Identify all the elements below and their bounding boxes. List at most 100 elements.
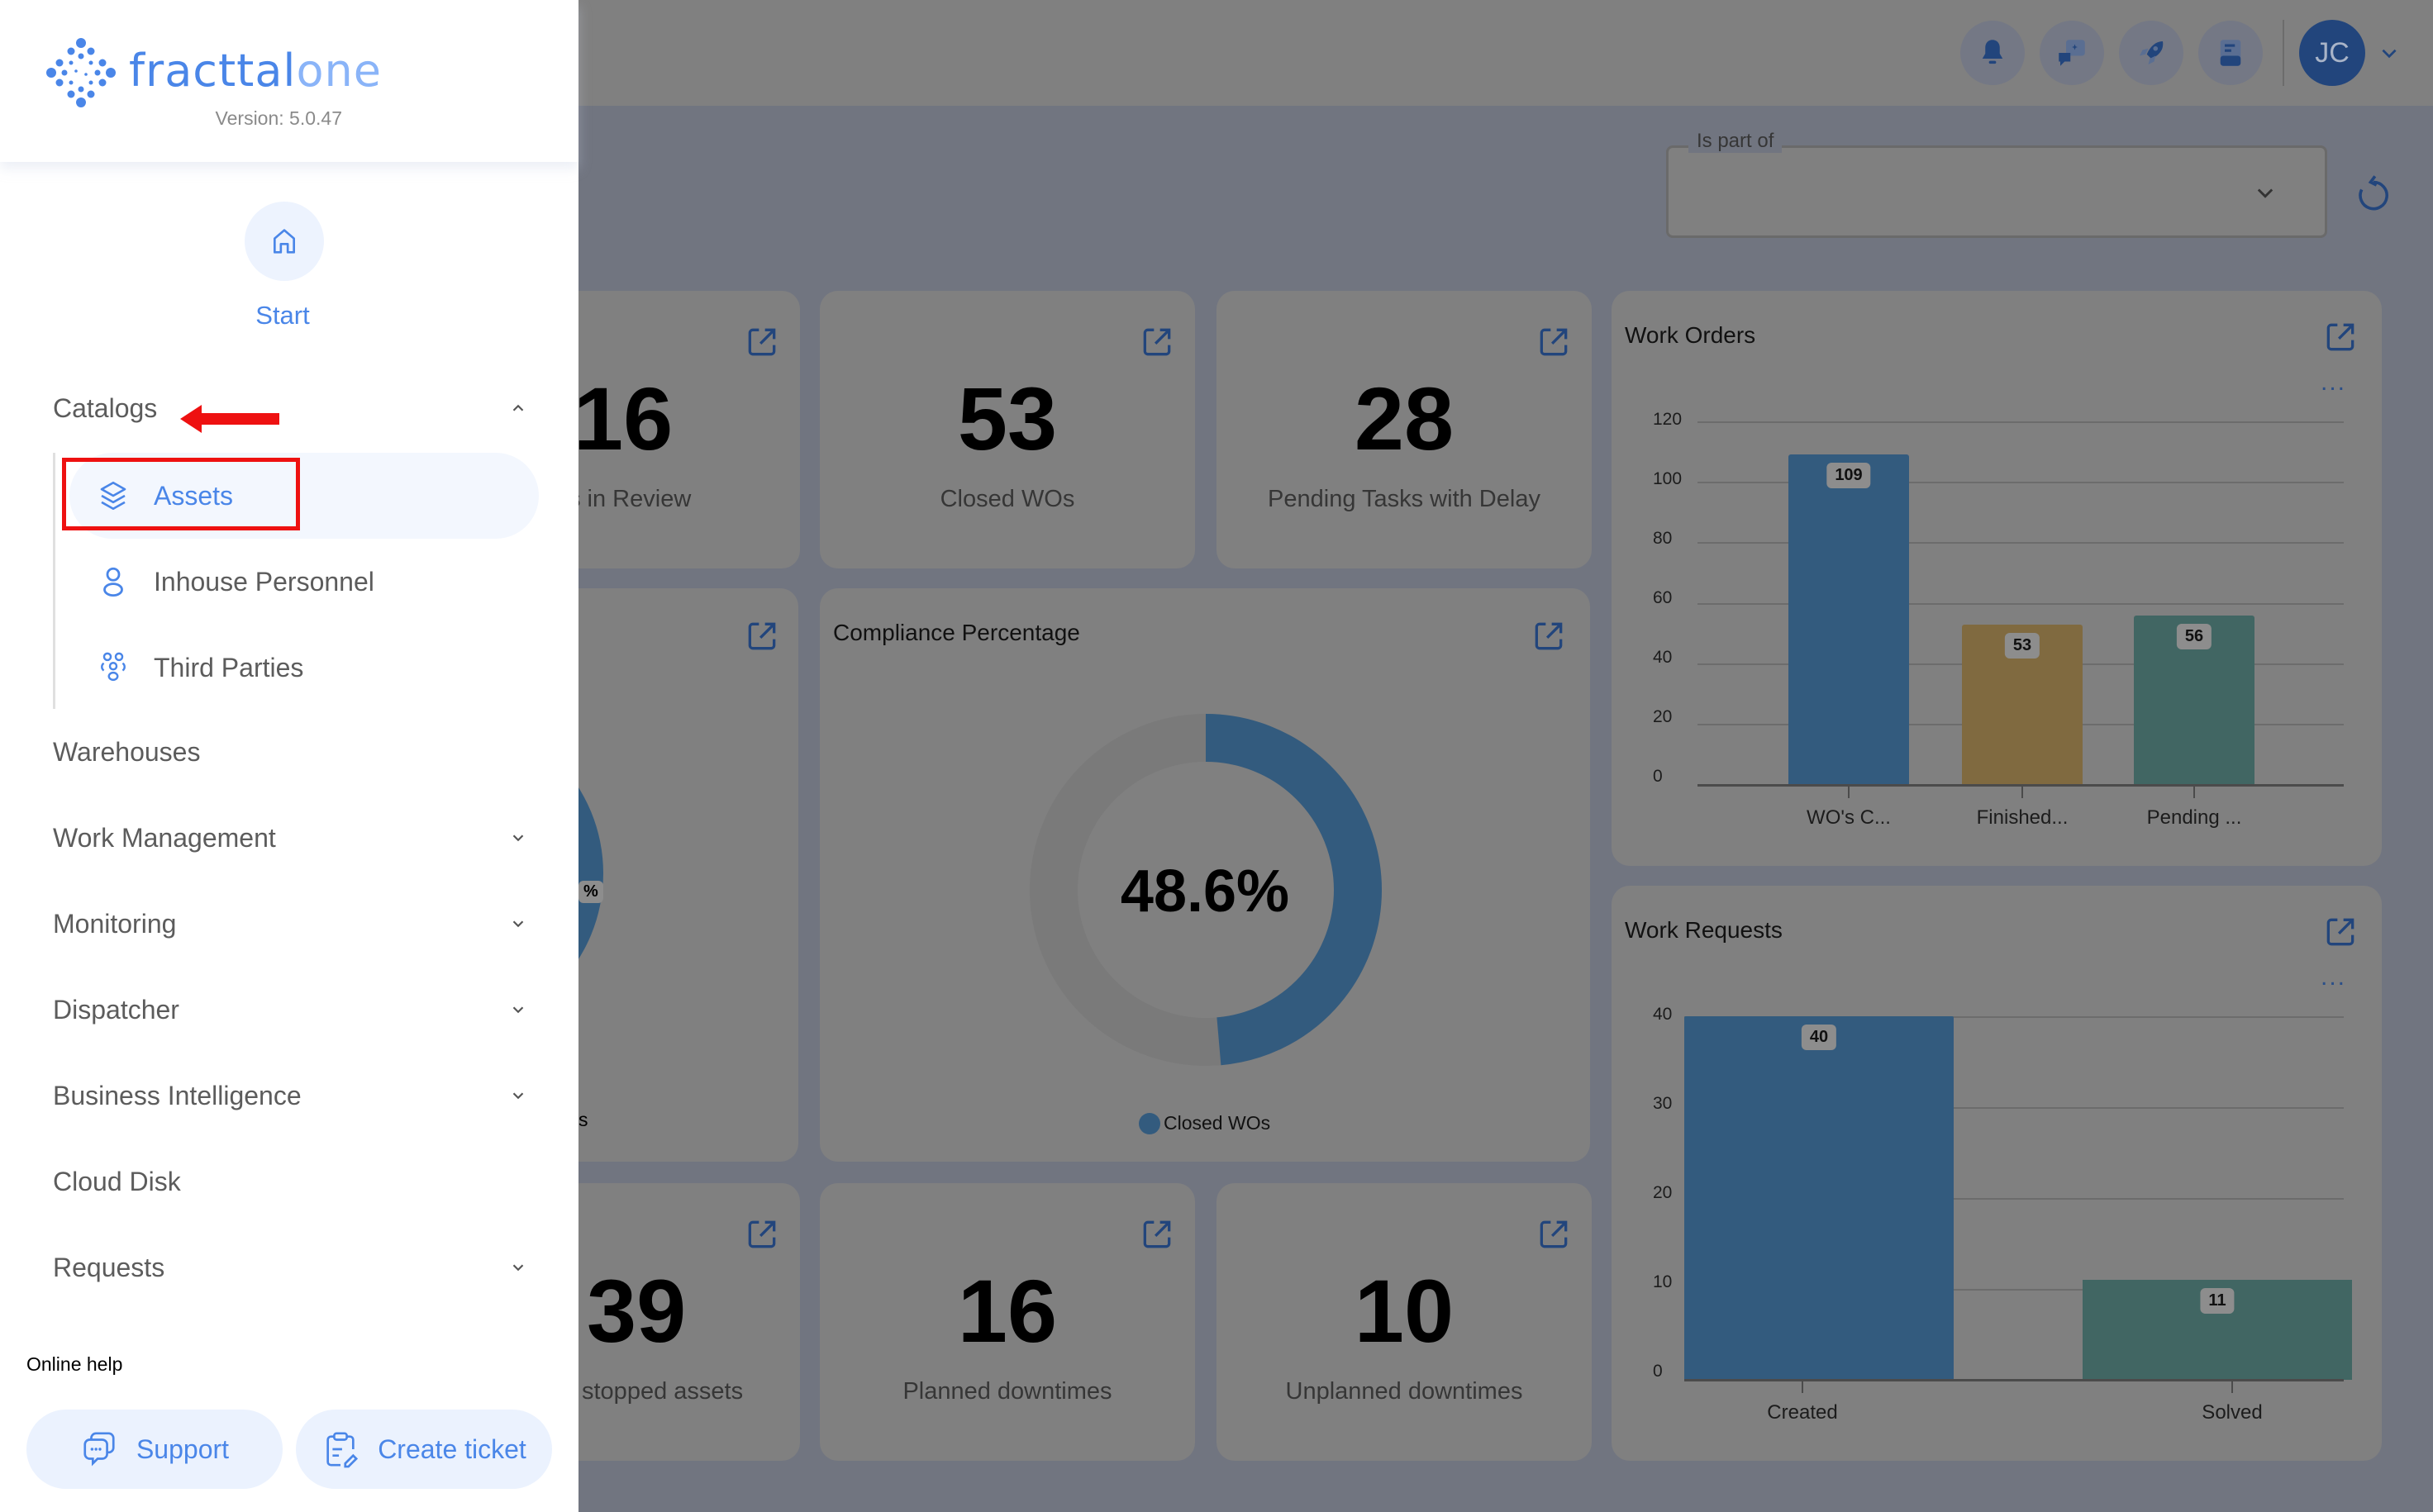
kpi-card-closed-wos[interactable]: 53 Closed WOs [820, 291, 1195, 568]
bell-icon [1982, 40, 2003, 64]
nav-inhouse-personnel[interactable]: Inhouse Personnel [69, 539, 539, 625]
kpi-label: Unplanned downtimes [1285, 1378, 1523, 1405]
refresh-icon[interactable] [2355, 172, 2392, 213]
chevron-down-icon [2257, 188, 2273, 198]
ai-chat-icon [2059, 40, 2085, 66]
bar-value-label: 53 [2004, 633, 2040, 659]
y-tick: 60 [1653, 588, 1673, 607]
support-button[interactable]: Support [26, 1410, 283, 1489]
external-link-icon[interactable] [1536, 1216, 1572, 1253]
work-orders-card[interactable]: Work Orders ... 120 100 80 60 40 20 0 10… [1612, 291, 2382, 866]
create-ticket-button[interactable]: Create ticket [296, 1410, 552, 1489]
nav-catalogs[interactable]: Catalogs [53, 383, 532, 433]
start-button[interactable] [245, 202, 324, 281]
nav-business-intelligence[interactable]: Business Intelligence [53, 1071, 532, 1120]
nav-cloud-disk[interactable]: Cloud Disk [53, 1157, 532, 1206]
external-link-icon[interactable] [1531, 618, 1567, 654]
external-link-icon[interactable] [2322, 914, 2359, 950]
chart-menu-icon[interactable]: ... [2321, 368, 2347, 396]
work-requests-card[interactable]: Work Requests ... 40 30 20 10 0 40 11 Cr… [1612, 886, 2382, 1461]
external-link-icon[interactable] [1139, 324, 1175, 360]
bar-solved[interactable]: 11 [2083, 1280, 2352, 1380]
nav-dispatcher[interactable]: Dispatcher [53, 985, 532, 1034]
external-link-icon[interactable] [1536, 324, 1572, 360]
user-avatar[interactable]: JC [2299, 20, 2365, 86]
external-link-icon[interactable] [1139, 1216, 1175, 1253]
kpi-label: stopped assets [582, 1378, 744, 1405]
navigation-drawer: fracttalone Version: 5.0.47 Start Catalo… [0, 0, 578, 1512]
kpi-card-unplanned-downtimes[interactable]: 10 Unplanned downtimes [1216, 1183, 1592, 1461]
work-orders-bar-chart: 109 53 56 WO's C... Finished... Pending … [1697, 421, 2344, 829]
kpi-card-planned-downtimes[interactable]: 16 Planned downtimes [820, 1183, 1195, 1461]
external-link-icon[interactable] [744, 1216, 780, 1253]
kpi-label: Pending Tasks with Delay [1268, 486, 1540, 512]
nav-requests[interactable]: Requests [53, 1243, 532, 1292]
partial-pie-card[interactable]: % s [413, 588, 798, 1162]
red-arrow-annotation-icon [180, 405, 279, 433]
bar-pending[interactable]: 56 [2134, 616, 2254, 785]
compliance-card[interactable]: Compliance Percentage 48.6% Closed WOs [820, 588, 1590, 1162]
is-part-of-select[interactable]: Is part of [1666, 130, 2327, 238]
kpi-value: 28 [1354, 368, 1455, 468]
bar-finished[interactable]: 53 [1962, 625, 2083, 785]
bar-value-label: 11 [2200, 1288, 2235, 1314]
chart-legend: Closed WOs [1139, 1112, 1270, 1134]
chevron-down-icon[interactable] [2378, 42, 2400, 64]
nav-label: Third Parties [154, 652, 304, 682]
kpi-card-stopped-assets[interactable]: 39 stopped assets [545, 1183, 800, 1461]
external-link-icon[interactable] [2322, 319, 2359, 355]
nav-label: Monitoring [53, 908, 177, 939]
filter-label: Is part of [1688, 130, 1783, 153]
online-help-label: Online help [26, 1353, 123, 1375]
nav-assets[interactable]: Assets [69, 453, 539, 539]
create-ticket-label: Create ticket [378, 1434, 526, 1464]
avatar-initials: JC [2315, 36, 2350, 69]
bar-wos-created[interactable]: 109 [1788, 454, 1909, 785]
y-tick: 40 [1653, 1005, 1673, 1024]
donut-center-value: 48.6% [1120, 858, 1290, 925]
nav-label: Inhouse Personnel [154, 566, 374, 597]
y-tick: 40 [1653, 648, 1673, 667]
ai-chat-button[interactable] [2040, 21, 2104, 85]
fracttal-logo-icon [46, 38, 116, 107]
nav-warehouses[interactable]: Warehouses [53, 727, 532, 777]
kpi-value: 16 [574, 368, 674, 468]
brand-header: fracttalone Version: 5.0.47 [0, 0, 578, 162]
top-icon-group: JC [1960, 20, 2433, 86]
legend-swatch [1139, 1112, 1160, 1134]
rocket-icon [2140, 41, 2164, 64]
y-tick: 120 [1653, 410, 1683, 429]
legend-label: Closed WOs [1164, 1112, 1271, 1134]
rocket-button[interactable] [2119, 21, 2183, 85]
nav-label: Warehouses [53, 736, 201, 767]
group-icon [101, 652, 126, 682]
red-highlight-annotation [62, 458, 300, 530]
start-label[interactable]: Start [255, 301, 310, 330]
pie-legend-fragment: s [578, 1109, 588, 1130]
nav-label: Assets [154, 480, 234, 511]
bar-created[interactable]: 40 [1684, 1016, 1954, 1380]
notifications-button[interactable] [1960, 21, 2025, 85]
chevron-up-icon [512, 404, 524, 411]
nav-label: Work Management [53, 822, 276, 853]
kpi-value: 53 [957, 368, 1058, 468]
nav-third-parties[interactable]: Third Parties [69, 625, 539, 711]
nav-monitoring[interactable]: Monitoring [53, 899, 532, 949]
kpi-value: 39 [587, 1261, 687, 1361]
external-link-icon[interactable] [744, 618, 780, 654]
book-icon [2220, 40, 2241, 66]
nav-work-management[interactable]: Work Management [53, 813, 532, 863]
chart-menu-icon[interactable]: ... [2321, 963, 2347, 991]
guide-button[interactable] [2198, 21, 2263, 85]
external-link-icon[interactable] [744, 324, 780, 360]
kpi-card-pending-tasks[interactable]: 28 Pending Tasks with Delay [1216, 291, 1592, 568]
kpi-label: Planned downtimes [902, 1378, 1112, 1405]
y-tick: 30 [1653, 1094, 1673, 1113]
y-tick: 80 [1653, 529, 1673, 548]
submenu-rail [53, 453, 55, 709]
x-label: WO's C... [1807, 806, 1891, 829]
top-divider [2283, 20, 2284, 86]
home-icon [274, 229, 295, 254]
chevron-down-icon [512, 1006, 524, 1014]
kpi-card-wos-in-review[interactable]: 16 s in Review [545, 291, 800, 568]
